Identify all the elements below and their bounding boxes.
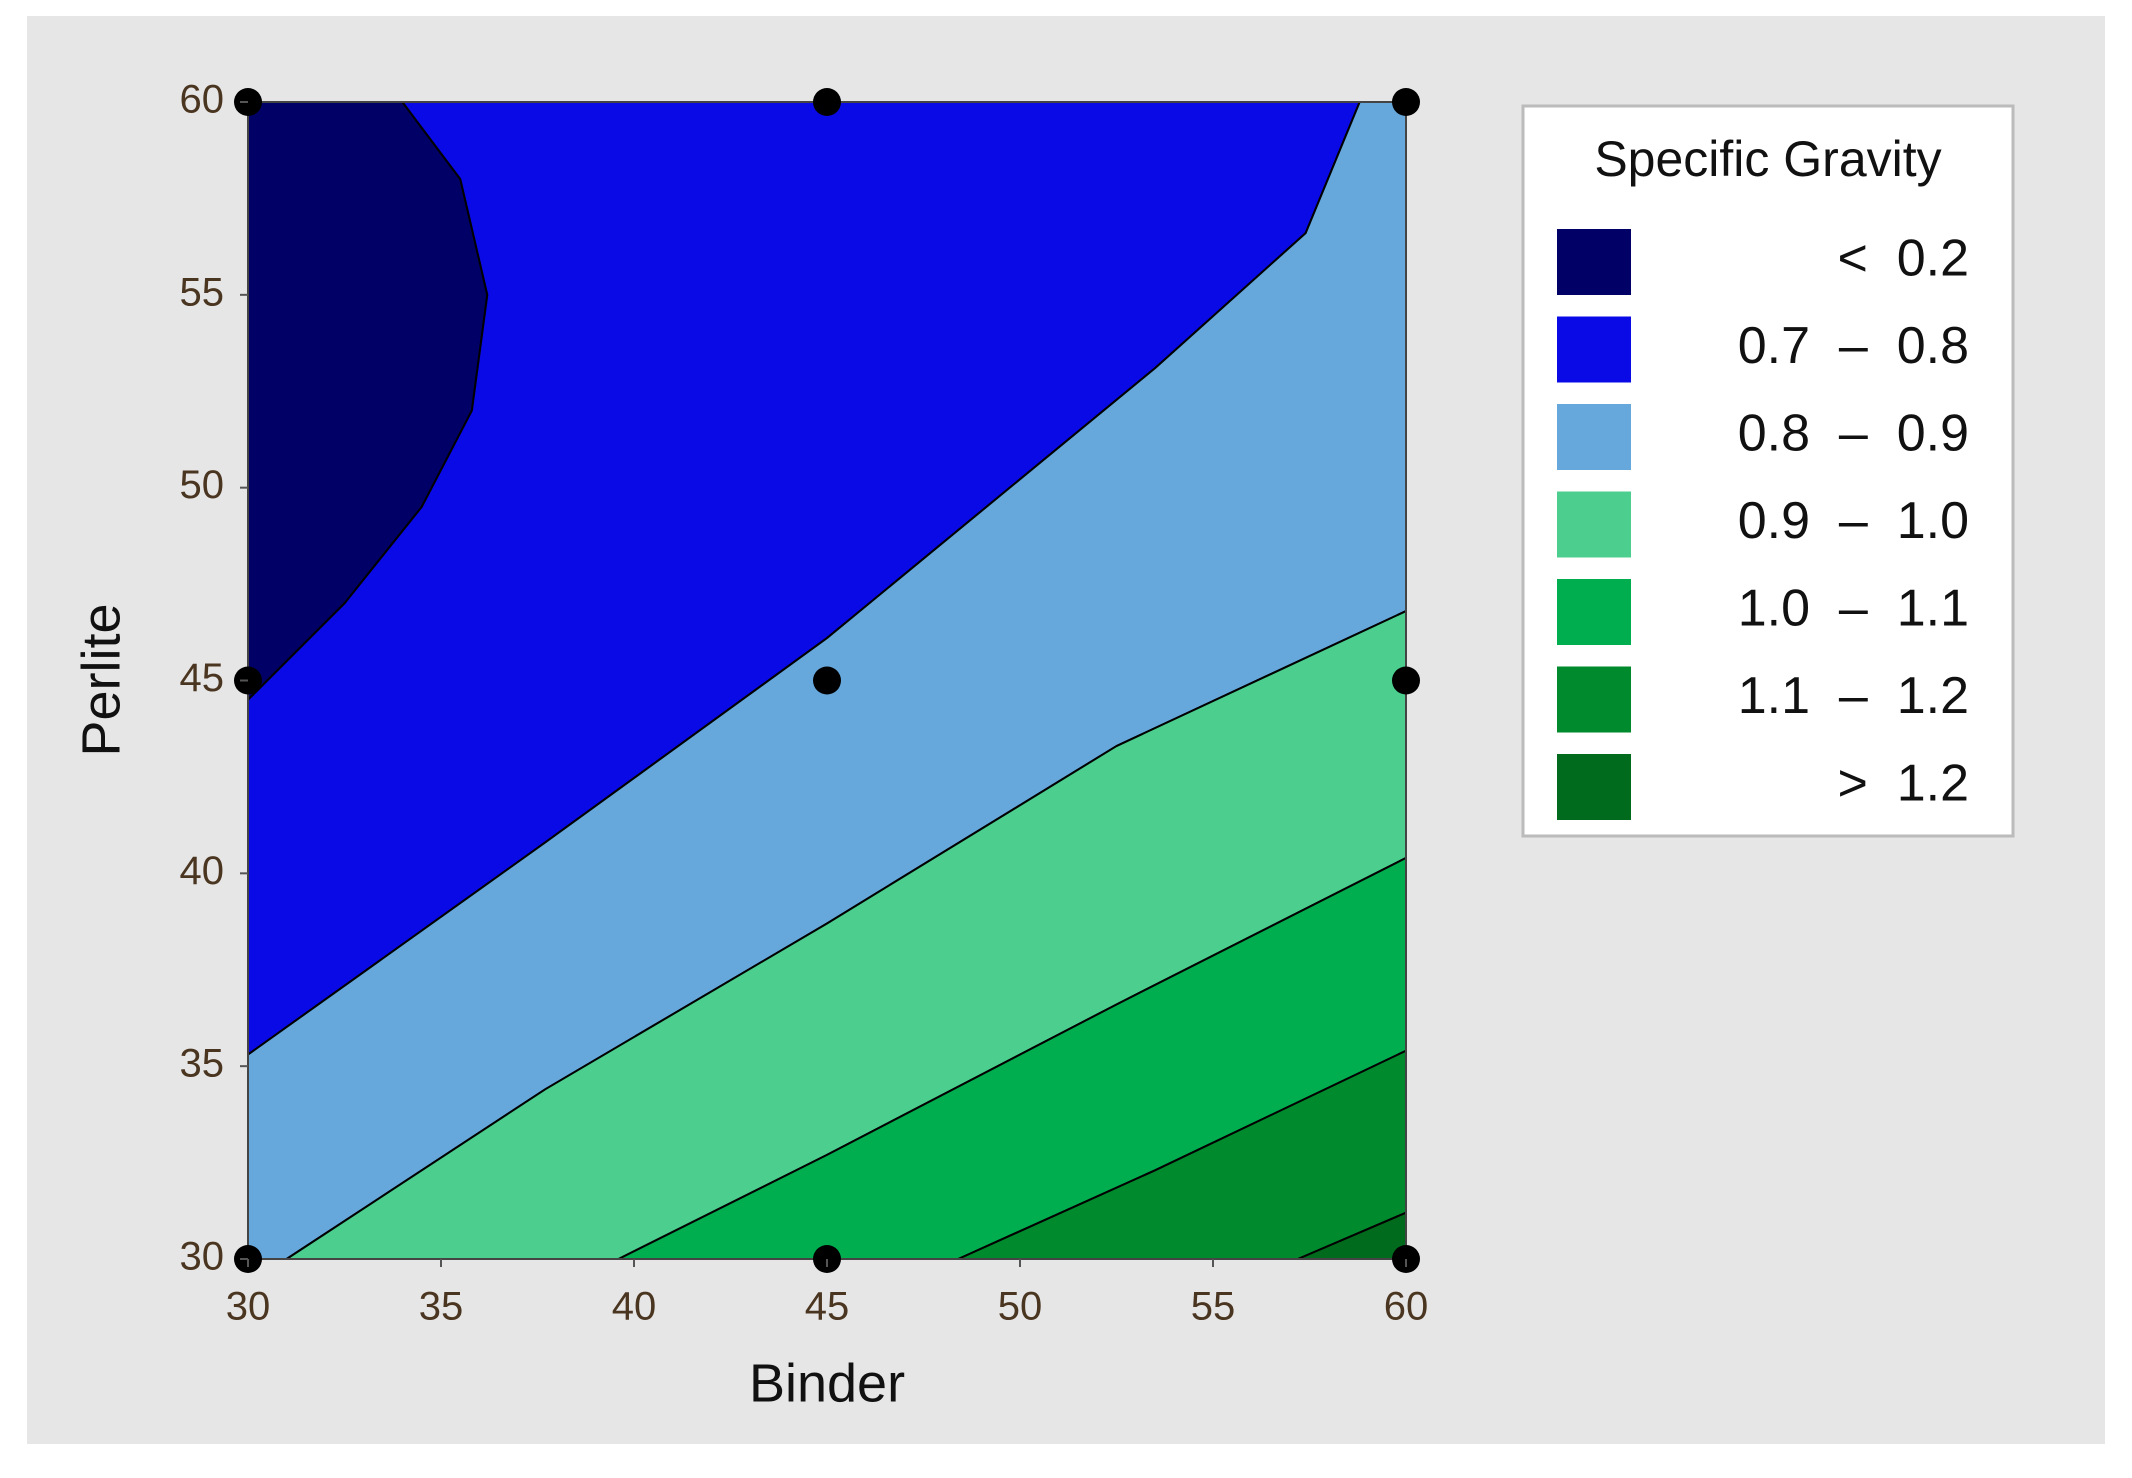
x-axis-label: Binder xyxy=(749,1353,905,1413)
y-tick-label: 50 xyxy=(180,463,225,507)
y-tick-label: 55 xyxy=(180,270,225,314)
x-tick-label: 30 xyxy=(226,1285,271,1329)
legend-label: 0.8 – 0.9 xyxy=(1738,405,1969,463)
x-tick-label: 55 xyxy=(1191,1285,1236,1329)
legend-swatch xyxy=(1557,579,1631,645)
legend-swatch xyxy=(1557,491,1631,558)
x-tick-label: 35 xyxy=(419,1285,464,1329)
y-tick-label: 60 xyxy=(180,78,225,122)
x-tick-label: 60 xyxy=(1384,1285,1429,1329)
legend-label: 1.0 – 1.1 xyxy=(1738,580,1969,638)
x-tick-label: 40 xyxy=(612,1285,657,1329)
y-axis-label: Perlite xyxy=(71,603,131,756)
legend-swatch xyxy=(1557,754,1631,820)
y-tick-label: 30 xyxy=(180,1235,225,1279)
legend-title: Specific Gravity xyxy=(1594,131,1941,187)
legend-swatch xyxy=(1557,316,1631,383)
x-tick-label: 45 xyxy=(805,1285,850,1329)
legend-label: 0.9 – 1.0 xyxy=(1738,492,1969,550)
y-tick-label: 35 xyxy=(180,1042,225,1086)
x-tick-label: 50 xyxy=(998,1285,1043,1329)
legend-label: < 0.2 xyxy=(1837,230,1969,288)
design-point xyxy=(1392,666,1420,695)
design-point xyxy=(813,666,841,695)
y-tick-label: 40 xyxy=(180,849,225,893)
design-point xyxy=(1392,88,1420,116)
design-point xyxy=(813,88,841,116)
legend-swatch xyxy=(1557,404,1631,470)
y-tick-label: 45 xyxy=(180,656,225,700)
legend-label: 1.1 – 1.2 xyxy=(1738,667,1969,725)
legend-label: 0.7 – 0.8 xyxy=(1738,317,1969,375)
legend-swatch xyxy=(1557,666,1631,733)
legend-label: > 1.2 xyxy=(1837,755,1969,813)
legend-swatch xyxy=(1557,229,1631,295)
